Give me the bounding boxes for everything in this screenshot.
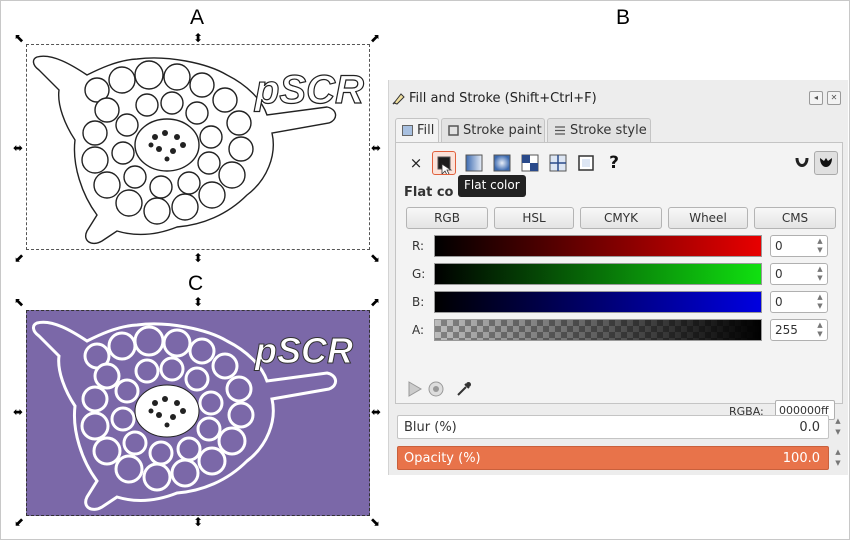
resize-handle-e[interactable]: ⬌ bbox=[371, 141, 382, 155]
tab-stroke-paint-label: Stroke paint bbox=[463, 123, 542, 138]
g-label: G: bbox=[412, 267, 426, 281]
resize-handle-nw[interactable]: ⬉ bbox=[14, 31, 25, 45]
dialog-title: Fill and Stroke (Shift+Ctrl+F) bbox=[409, 91, 597, 106]
color-managed-icon[interactable] bbox=[406, 379, 426, 399]
tab-stroke-paint[interactable]: Stroke paint bbox=[441, 118, 545, 142]
flat-color-label: Flat co bbox=[404, 185, 454, 200]
r-slider[interactable] bbox=[434, 235, 762, 257]
opacity-value: 100.0 bbox=[782, 451, 820, 466]
a-label: A: bbox=[412, 323, 425, 337]
resize-handle-s[interactable]: ⬍ bbox=[193, 251, 204, 265]
fill-tab-content: × ? bbox=[395, 142, 843, 404]
stroke-style-icon bbox=[555, 126, 565, 135]
pattern-icon[interactable] bbox=[520, 153, 540, 173]
cmyk-button[interactable]: CMYK bbox=[580, 207, 662, 229]
spin-arrows-icon[interactable]: ▲ ▼ bbox=[817, 321, 823, 338]
collapse-icon[interactable]: ◂ bbox=[809, 91, 823, 105]
fill-icon bbox=[402, 125, 413, 136]
a-slider[interactable] bbox=[434, 319, 762, 341]
opacity-label: Opacity (%) bbox=[404, 451, 481, 466]
resize-handle-c-sw[interactable]: ⬋ bbox=[14, 515, 25, 529]
b-spinbox[interactable]: 0 ▲ ▼ bbox=[770, 291, 828, 313]
spin-arrows-icon[interactable]: ▲ ▼ bbox=[835, 417, 841, 436]
spin-arrows-icon[interactable]: ▲ ▼ bbox=[817, 265, 823, 282]
resize-handle-c-s[interactable]: ⬍ bbox=[193, 515, 204, 529]
r-spinbox[interactable]: 0 ▲ ▼ bbox=[770, 235, 828, 257]
rgb-button[interactable]: RGB bbox=[406, 207, 488, 229]
tab-fill[interactable]: Fill bbox=[395, 118, 439, 143]
resize-handle-c-ne[interactable]: ⬈ bbox=[370, 295, 381, 309]
tab-stroke-style[interactable]: Stroke style bbox=[547, 118, 651, 142]
no-paint-icon[interactable]: × bbox=[409, 154, 423, 172]
tab-bar: Fill Stroke paint Stroke style bbox=[395, 118, 845, 143]
a-spinbox[interactable]: 255 ▲ ▼ bbox=[770, 319, 828, 341]
dialog-titlebar: Fill and Stroke (Shift+Ctrl+F) ◂ ✕ bbox=[389, 88, 849, 110]
resize-handle-c-n[interactable]: ⬍ bbox=[193, 295, 204, 309]
eyedropper-icon[interactable] bbox=[454, 379, 474, 399]
resize-handle-c-w[interactable]: ⬌ bbox=[13, 405, 24, 419]
spin-arrows-icon[interactable]: ▲ ▼ bbox=[835, 448, 841, 467]
close-icon[interactable]: ✕ bbox=[827, 91, 841, 105]
panel-label-a: A bbox=[190, 6, 205, 29]
tab-stroke-style-label: Stroke style bbox=[570, 123, 647, 138]
resize-handle-ne[interactable]: ⬈ bbox=[370, 31, 381, 45]
pscr-text-c: pSCR bbox=[254, 330, 353, 371]
b-value: 0 bbox=[775, 295, 783, 309]
flat-color-button[interactable] bbox=[432, 151, 456, 176]
spin-arrows-icon[interactable]: ▲ ▼ bbox=[817, 237, 823, 254]
hsl-button[interactable]: HSL bbox=[494, 207, 574, 229]
a-value: 255 bbox=[775, 323, 798, 337]
evenodd-icon[interactable] bbox=[792, 153, 812, 173]
cell-drawing-c: pSCR bbox=[32, 320, 354, 511]
swatch-icon[interactable] bbox=[548, 153, 568, 173]
b-slider[interactable] bbox=[434, 291, 762, 313]
tab-fill-label: Fill bbox=[417, 123, 435, 138]
panel-label-c: C bbox=[188, 272, 204, 295]
panel-label-b: B bbox=[616, 6, 631, 29]
rgba-label: RGBA: bbox=[729, 405, 764, 418]
canvas-c[interactable]: pSCR bbox=[26, 310, 370, 516]
fill-stroke-icon bbox=[392, 93, 405, 105]
radial-gradient-icon[interactable] bbox=[492, 153, 512, 173]
stroke-paint-icon bbox=[448, 125, 459, 136]
unset-icon[interactable] bbox=[576, 153, 596, 173]
nonzero-icon bbox=[820, 158, 832, 167]
resize-handle-c-se[interactable]: ⬊ bbox=[370, 515, 381, 529]
question-mark-icon[interactable]: ? bbox=[609, 153, 619, 173]
b-label: B: bbox=[412, 295, 425, 309]
resize-handle-se[interactable]: ⬊ bbox=[370, 251, 381, 265]
r-value: 0 bbox=[775, 239, 783, 253]
flat-color-tooltip: Flat color bbox=[458, 175, 526, 197]
canvas-a[interactable]: pSCR bbox=[26, 44, 370, 250]
blur-label: Blur (%) bbox=[404, 420, 457, 435]
g-spinbox[interactable]: 0 ▲ ▼ bbox=[770, 263, 828, 285]
wheel-button[interactable]: Wheel bbox=[668, 207, 748, 229]
out-of-gamut-icon[interactable] bbox=[426, 379, 446, 399]
blur-value: 0.0 bbox=[799, 420, 820, 435]
nonzero-button[interactable] bbox=[814, 151, 838, 175]
spin-arrows-icon[interactable]: ▲ ▼ bbox=[817, 293, 823, 310]
g-slider[interactable] bbox=[434, 263, 762, 285]
flat-color-icon bbox=[437, 156, 453, 176]
resize-handle-c-e[interactable]: ⬌ bbox=[371, 405, 382, 419]
resize-handle-n[interactable]: ⬍ bbox=[193, 31, 204, 45]
resize-handle-w[interactable]: ⬌ bbox=[13, 141, 24, 155]
resize-handle-c-nw[interactable]: ⬉ bbox=[14, 295, 25, 309]
resize-handle-sw[interactable]: ⬋ bbox=[14, 251, 25, 265]
fill-stroke-dialog: Fill and Stroke (Shift+Ctrl+F) ◂ ✕ Fill … bbox=[388, 80, 848, 475]
r-label: R: bbox=[412, 239, 425, 253]
cms-button[interactable]: CMS bbox=[754, 207, 836, 229]
opacity-slider[interactable]: Opacity (%) 100.0 ▲ ▼ bbox=[397, 446, 841, 470]
cell-drawing-a: pSCR bbox=[32, 55, 365, 245]
pscr-text-a: pSCR bbox=[254, 68, 364, 112]
blur-slider[interactable]: Blur (%) 0.0 ▲ ▼ bbox=[397, 415, 841, 439]
g-value: 0 bbox=[775, 267, 783, 281]
linear-gradient-icon[interactable] bbox=[464, 153, 484, 173]
